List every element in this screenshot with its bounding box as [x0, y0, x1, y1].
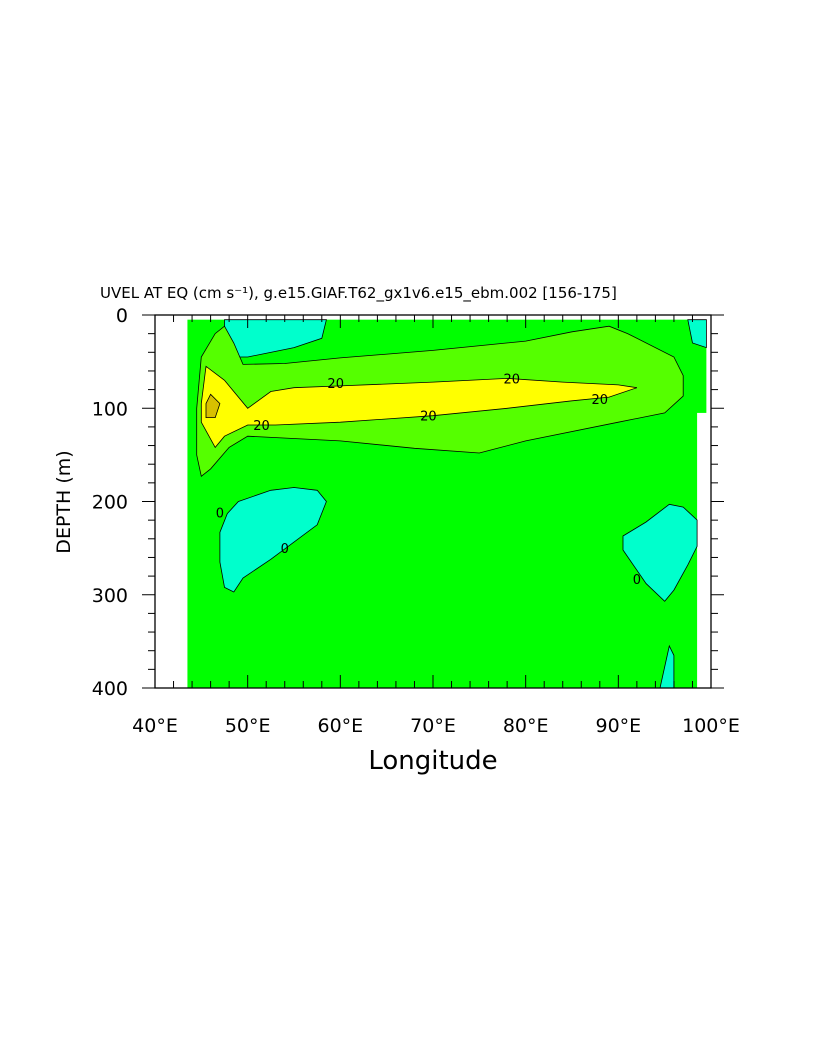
x-tick-label: 40°E — [132, 715, 178, 737]
axis-ticks — [142, 314, 724, 689]
x-tick-labels: 40°E 50°E 60°E 70°E 80°E 90°E 100°E — [132, 715, 740, 737]
x-tick-label: 100°E — [682, 715, 740, 737]
y-tick-label: 400 — [92, 678, 128, 700]
contour-label-2: 20 — [420, 410, 437, 425]
contour-label-7: 0 — [633, 573, 641, 588]
contour-label-0: 20 — [327, 377, 344, 392]
contour-label-3: 20 — [503, 372, 520, 387]
land-mask — [697, 412, 708, 688]
contour-line-labels: 20 20 20 20 20 0 0 0 — [216, 372, 641, 587]
contour-region-2 — [219, 487, 327, 593]
y-tick-label: 100 — [92, 398, 128, 420]
contour-region-6 — [200, 365, 638, 449]
contour-fills — [187, 319, 708, 689]
y-tick-labels: 0 100 200 300 400 — [92, 305, 128, 700]
x-tick-label: 90°E — [595, 715, 641, 737]
y-tick-label: 0 — [116, 305, 128, 327]
contour-label-1: 20 — [253, 419, 270, 434]
contour-label-5: 0 — [216, 507, 224, 522]
x-tick-label: 60°E — [317, 715, 363, 737]
contour-label-4: 20 — [592, 393, 609, 408]
chart-title: UVEL AT EQ (cm s⁻¹), g.e15.GIAF.T62_gx1v… — [100, 284, 617, 303]
x-tick-label: 50°E — [225, 715, 271, 737]
contour-region-1 — [687, 319, 707, 349]
y-tick-label: 200 — [92, 492, 128, 514]
contour-label-6: 0 — [281, 542, 289, 557]
y-axis-label: DEPTH (m) — [53, 450, 75, 553]
x-tick-label: 70°E — [410, 715, 456, 737]
x-tick-label: 80°E — [503, 715, 549, 737]
contour-region-7 — [205, 393, 221, 419]
contour-region-3 — [622, 503, 698, 602]
y-tick-label: 300 — [92, 585, 128, 607]
x-axis-label: Longitude — [368, 746, 497, 776]
